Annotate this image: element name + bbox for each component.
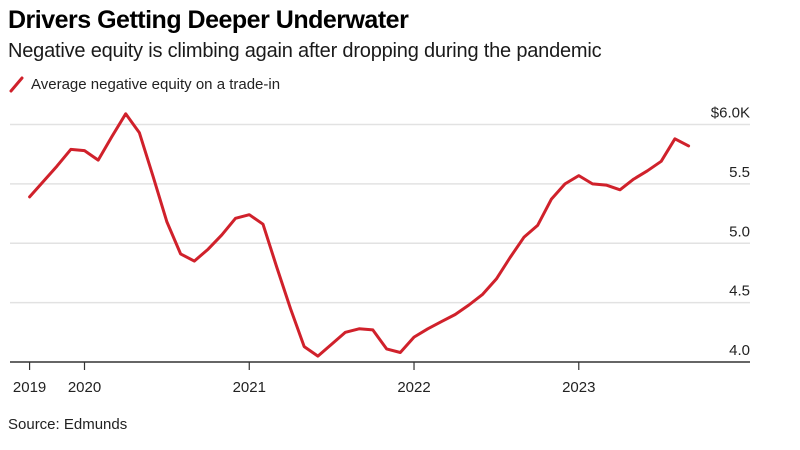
y-tick-label: 5.5	[729, 164, 750, 181]
x-tick-label: 2020	[68, 379, 101, 396]
legend: Average negative equity on a trade-in	[8, 75, 280, 93]
y-tick-label: 4.0	[729, 342, 750, 359]
x-tick-label: 2019	[13, 379, 46, 396]
y-tick-label: $6.0K	[711, 105, 750, 122]
x-tick-label: 2021	[233, 379, 266, 396]
x-tick-label: 2023	[562, 379, 595, 396]
series-line	[28, 112, 691, 358]
source-note: Source: Edmunds	[8, 416, 128, 433]
chart-title: Drivers Getting Deeper Underwater	[8, 6, 409, 34]
legend-label: Average negative equity on a trade-in	[31, 75, 281, 93]
y-tick-label: 5.0	[729, 223, 750, 240]
y-tick-label: 4.5	[729, 283, 750, 300]
legend-line-icon	[9, 76, 24, 93]
chart-subtitle: Negative equity is climbing again after …	[8, 40, 602, 62]
x-tick-label: 2022	[397, 379, 430, 396]
